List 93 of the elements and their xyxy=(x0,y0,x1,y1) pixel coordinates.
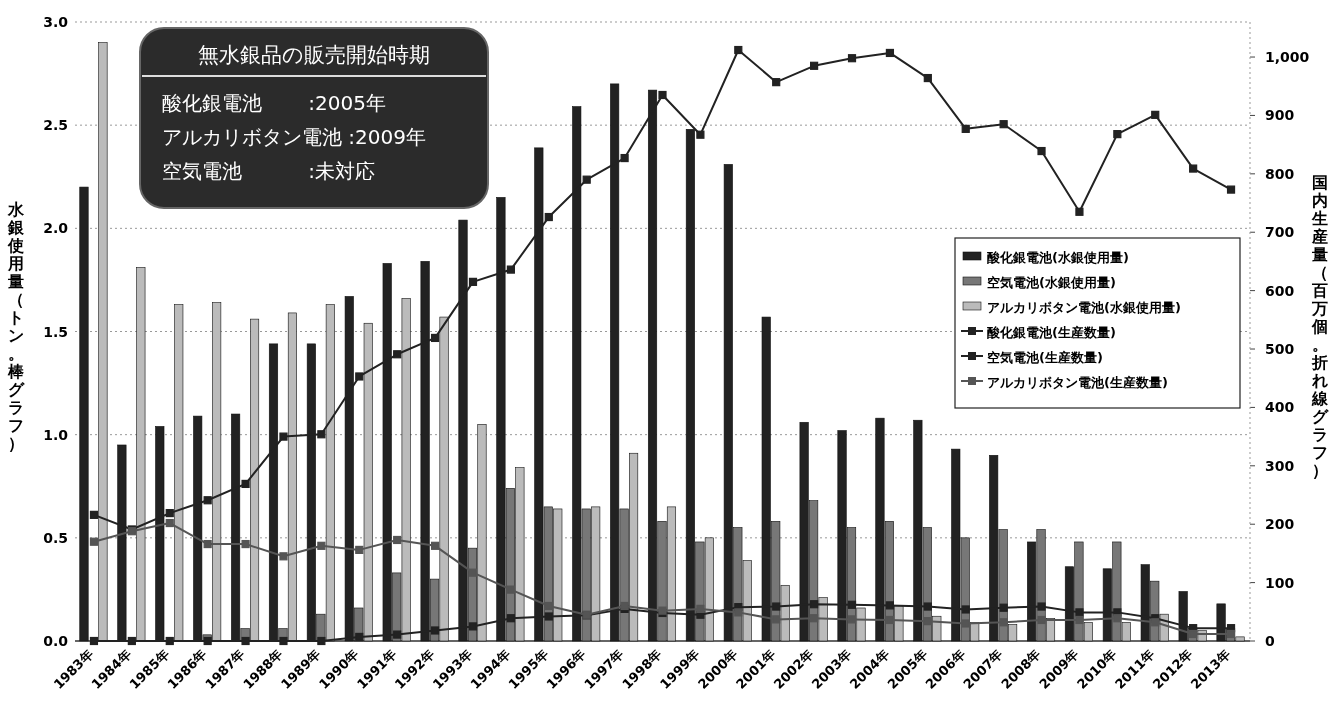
point xyxy=(734,608,743,617)
point xyxy=(165,509,174,518)
legend-label: 空気電池(生産数量) xyxy=(987,350,1103,365)
point xyxy=(1226,185,1236,194)
point xyxy=(393,350,402,359)
point xyxy=(544,212,553,222)
point xyxy=(165,636,174,646)
legend-label: 空気電池(水銀使用量) xyxy=(987,275,1116,290)
point xyxy=(430,333,440,343)
point xyxy=(582,175,591,184)
point xyxy=(165,518,174,528)
point xyxy=(317,430,326,439)
point xyxy=(241,636,250,646)
point xyxy=(89,537,99,546)
point xyxy=(279,636,288,646)
legend-label: アルカリボタン電池(生産数量) xyxy=(987,375,1168,390)
point xyxy=(468,277,478,286)
bar xyxy=(136,267,146,642)
annotation: アルカリボタン電池 :2009年 xyxy=(162,125,426,149)
legend-label: 酸化銀電池(生産数量) xyxy=(987,325,1116,340)
point xyxy=(696,130,705,139)
point xyxy=(961,124,970,133)
y2-tick-label: 800 xyxy=(1265,165,1295,182)
point xyxy=(1189,164,1198,173)
y2-tick-label: 1,000 xyxy=(1265,49,1310,66)
point xyxy=(772,602,781,611)
y-tick-label: 2.5 xyxy=(43,117,68,134)
y2-tick-label: 400 xyxy=(1265,399,1295,416)
point xyxy=(468,622,478,631)
point xyxy=(1151,110,1160,119)
point xyxy=(203,496,212,505)
y2-tick-label: 900 xyxy=(1265,107,1295,124)
text: 国内生産量（百万個。折れ線グラフ） xyxy=(1312,172,1328,480)
point xyxy=(203,539,212,549)
point xyxy=(317,541,326,550)
point xyxy=(885,615,895,625)
point xyxy=(847,600,857,609)
y2-tick-label: 300 xyxy=(1265,457,1295,474)
point xyxy=(203,636,212,646)
point xyxy=(1037,146,1046,156)
point xyxy=(89,510,99,519)
annotation: 酸化銀電池 :2005年 xyxy=(162,91,386,115)
point xyxy=(923,73,932,83)
point xyxy=(885,48,895,58)
point xyxy=(847,615,857,624)
point xyxy=(241,539,250,549)
text: 水銀使用量（トン。棒グラフ） xyxy=(8,199,24,453)
y2-tick-label: 600 xyxy=(1265,282,1295,299)
point xyxy=(355,372,364,381)
point xyxy=(772,615,781,624)
y2-tick-label: 500 xyxy=(1265,341,1295,358)
y2-tick-label: 0 xyxy=(1265,633,1275,649)
y2-tick-label: 700 xyxy=(1265,224,1295,241)
point xyxy=(999,120,1008,129)
y2-tick-label: 100 xyxy=(1265,574,1295,591)
y-tick-label: 0.0 xyxy=(43,633,69,649)
point xyxy=(468,568,478,577)
point xyxy=(1113,130,1122,139)
point xyxy=(127,636,136,646)
bar xyxy=(98,42,108,642)
annotation: 空気電池 :未対応 xyxy=(162,159,376,183)
point xyxy=(620,153,629,163)
point xyxy=(810,61,819,70)
legend-label: アルカリボタン電池(水銀使用量) xyxy=(987,300,1181,315)
point xyxy=(658,90,667,100)
y-tick-label: 1.5 xyxy=(43,323,68,340)
point xyxy=(1151,618,1160,627)
point xyxy=(393,630,402,639)
point xyxy=(847,54,857,63)
point xyxy=(355,545,364,554)
point xyxy=(696,604,705,613)
point xyxy=(317,636,326,646)
point xyxy=(279,432,288,441)
point xyxy=(89,636,99,646)
point xyxy=(1075,207,1084,216)
point xyxy=(279,552,288,561)
point xyxy=(393,535,402,545)
point xyxy=(430,626,440,635)
point xyxy=(885,601,895,610)
y-tick-label: 0.5 xyxy=(43,529,68,546)
point xyxy=(355,632,364,642)
point xyxy=(241,479,250,489)
point xyxy=(430,541,440,550)
bar xyxy=(174,304,184,642)
point xyxy=(734,45,743,55)
legend-label: 酸化銀電池(水銀使用量) xyxy=(987,250,1129,265)
point xyxy=(506,265,515,274)
y-tick-label: 1.0 xyxy=(43,426,69,443)
y-tick-label: 2.0 xyxy=(43,220,69,237)
y2-tick-label: 200 xyxy=(1265,516,1295,533)
annotation: 無水銀品の販売開始時期 xyxy=(198,43,430,67)
y-tick-label: 3.0 xyxy=(43,14,69,30)
point xyxy=(772,78,781,87)
